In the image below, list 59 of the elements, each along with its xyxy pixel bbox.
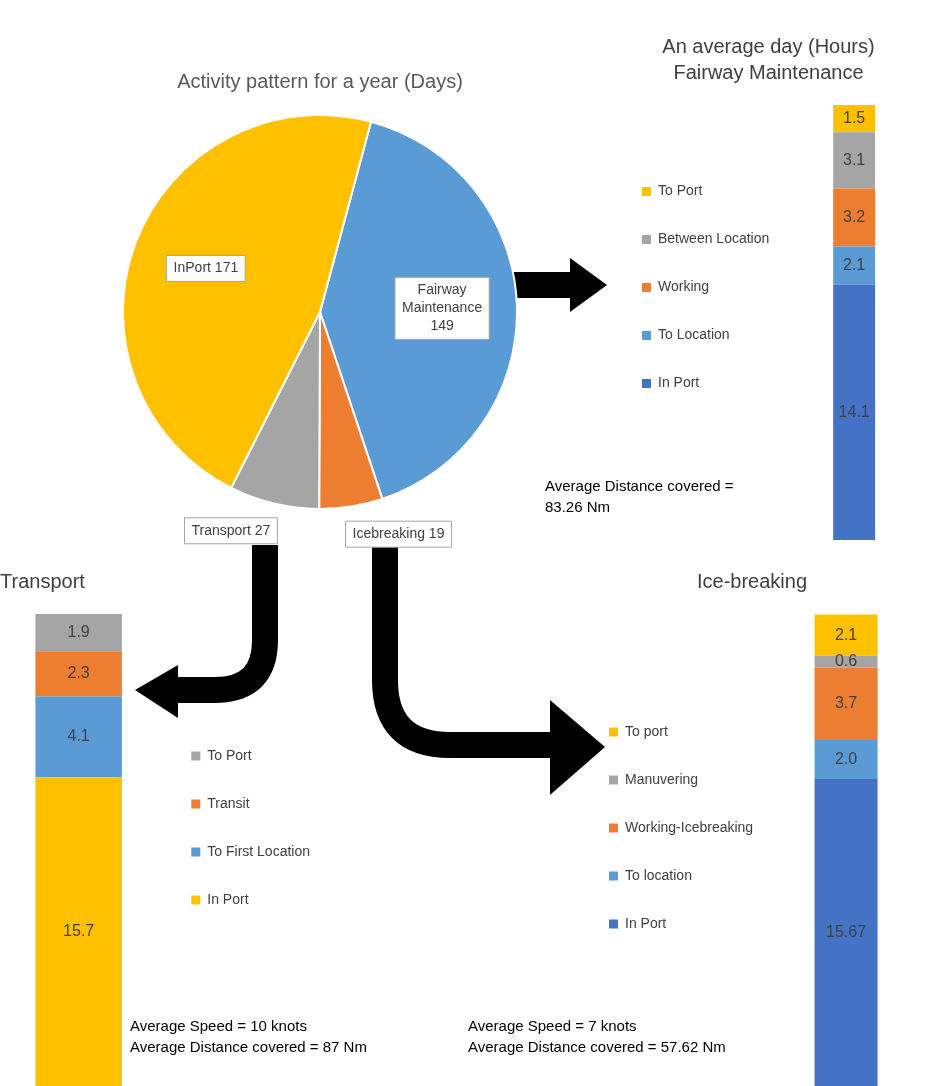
data-label: 4.1 (67, 727, 90, 745)
text: Average Distance covered = 83.26 Nm (545, 476, 735, 517)
legend-label: To First Location (207, 842, 311, 859)
data-label: 3.2 (843, 207, 866, 225)
data-label: 3.1 (843, 150, 866, 168)
chart-title: Ice-breaking (696, 569, 808, 592)
bar (833, 284, 876, 540)
legend-label: To Port (658, 182, 703, 199)
bar (814, 739, 878, 780)
data-label: 14.1 (838, 402, 870, 420)
data-label: 149 (430, 317, 454, 334)
legend-label: In Port (207, 890, 249, 907)
text: Average Distance covered = 57.62 Nm (468, 1037, 727, 1057)
bar (35, 696, 122, 778)
bar (833, 246, 876, 285)
legend-label: To location (625, 866, 692, 883)
text: Average Speed = 7 knots (468, 1016, 638, 1036)
bar (833, 132, 876, 189)
legend-label: Working-Icebreaking (625, 818, 754, 835)
legend-label: To Location (658, 326, 730, 343)
data-label: 15.67 (826, 922, 867, 940)
slice-label: Fairway Maintenance (402, 281, 483, 316)
bar (833, 188, 876, 247)
data-label: 15.7 (63, 922, 95, 940)
data-label: 0.6 (834, 652, 858, 669)
chart-title: Activity pattern for a year (Days) (177, 69, 463, 92)
legend-label: To Port (207, 746, 252, 763)
legend-label: In Port (625, 914, 667, 931)
data-label: 19 (428, 525, 445, 542)
bar (814, 779, 878, 1086)
data-label: 171 (214, 259, 239, 276)
bar (35, 651, 122, 697)
data-label: 27 (254, 521, 271, 538)
legend-label: In Port (658, 374, 700, 391)
slice-label: Transport (191, 521, 252, 538)
data-label: 2.0 (834, 749, 858, 767)
legend-label: Working (658, 278, 710, 295)
text: Average Distance covered = 87 Nm (130, 1037, 368, 1057)
slice-label: Icebreaking (352, 525, 425, 542)
bar (814, 667, 878, 740)
legend-label: Between Location (658, 230, 770, 247)
text: Average Speed = 10 knots (130, 1016, 308, 1036)
bar (35, 777, 122, 1086)
legend-label: Manuvering (625, 770, 699, 787)
data-label: 3.7 (834, 694, 858, 712)
data-label: 2.1 (834, 625, 858, 643)
chart-subtitle: Fairway Maintenance (673, 60, 864, 83)
data-label: 2.1 (843, 255, 866, 273)
bar (833, 105, 876, 133)
data-label: 2.3 (67, 664, 90, 682)
chart-title: Transport (0, 569, 86, 592)
bar (814, 614, 878, 656)
slice-label: InPort (173, 259, 212, 276)
data-label: 1.9 (67, 623, 90, 641)
legend-label: To port (625, 722, 668, 739)
legend-label: Transit (207, 794, 250, 811)
chart-title: An average day (Hours) (662, 34, 875, 57)
data-label: 1.5 (843, 109, 866, 126)
bar (35, 614, 122, 652)
